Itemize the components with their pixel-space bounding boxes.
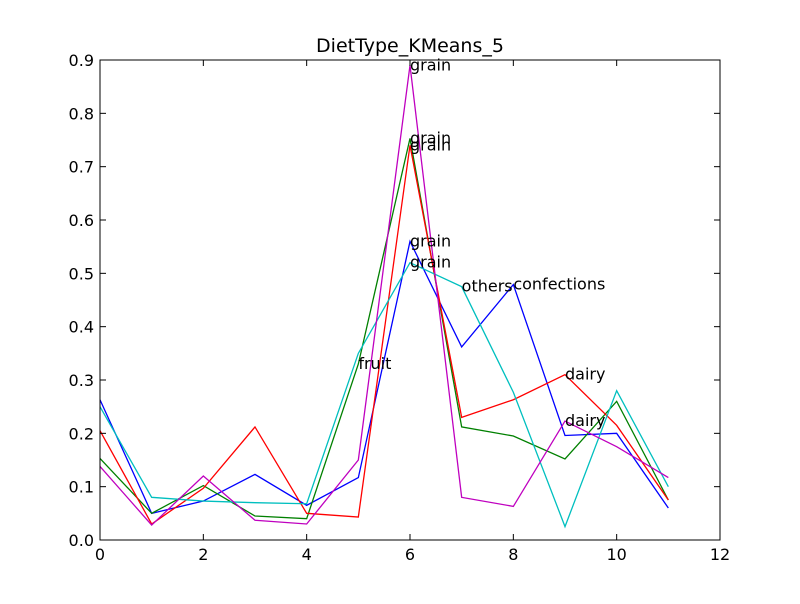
x-tick-label: 6 — [405, 545, 415, 564]
y-tick-label: 0.6 — [69, 211, 94, 230]
x-tick-label: 2 — [198, 545, 208, 564]
annotation-label: dairy — [565, 365, 605, 384]
x-tick-label: 10 — [606, 545, 626, 564]
x-tick-label: 4 — [302, 545, 312, 564]
series-line-5 — [99, 65, 669, 527]
annotation-label: grain — [410, 253, 451, 272]
x-tick-label: 0 — [95, 545, 105, 564]
series-layer — [99, 65, 669, 529]
y-tick-label: 0.0 — [69, 531, 94, 550]
y-tick-label: 0.9 — [69, 51, 94, 70]
series-line-1 — [99, 239, 669, 515]
series-line-4 — [99, 261, 669, 529]
annotation-label: grain — [410, 128, 451, 147]
y-tick-label: 0.5 — [69, 264, 94, 283]
series-line-3 — [99, 145, 669, 525]
y-tick-label: 0.1 — [69, 478, 94, 497]
annotation-label: grain — [410, 231, 451, 250]
series-line-2 — [99, 138, 669, 520]
annotation-label: others — [462, 277, 513, 296]
annotation-label: fruit — [358, 354, 391, 373]
y-tick-label: 0.4 — [69, 318, 94, 337]
x-tick-label: 12 — [710, 545, 730, 564]
ticks-layer: 0 2 4 6 8 10 12 0.0 0.1 0.2 0.3 0.4 0.5 0.6 0.7 0.8 0.9 — [69, 51, 731, 564]
y-tick-label: 0.3 — [69, 371, 94, 390]
annotation-label: grain — [410, 55, 451, 74]
y-tick-label: 0.8 — [69, 104, 94, 123]
annotation-label: dairy — [565, 411, 605, 430]
annotation-label: grain — [410, 135, 451, 154]
x-tick-label: 8 — [508, 545, 518, 564]
annotation-label: confections — [513, 275, 605, 294]
chart-title: DietType_KMeans_5 — [316, 35, 504, 57]
y-tick-label: 0.2 — [69, 424, 94, 443]
y-tick-label: 0.7 — [69, 158, 94, 177]
